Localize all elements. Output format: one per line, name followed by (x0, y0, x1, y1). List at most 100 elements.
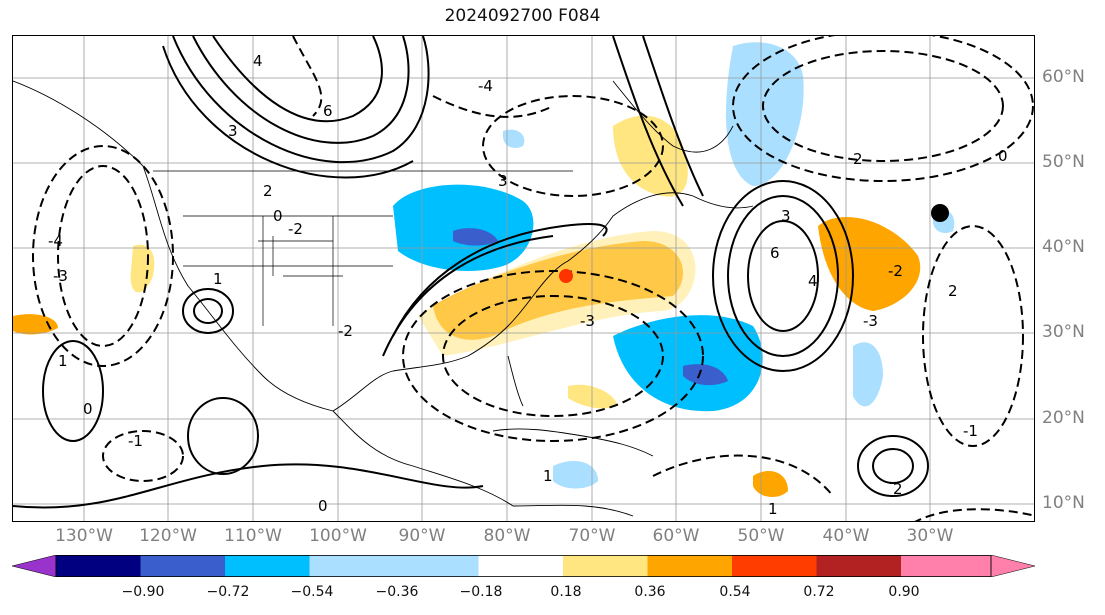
contour-label: 1 (213, 270, 223, 288)
contour-label: -2 (338, 322, 353, 340)
negative-anomaly-patch (503, 129, 525, 148)
colorbar-tick: 0.18 (550, 584, 582, 600)
contour-label: -3 (53, 267, 68, 285)
positive-contours (13, 36, 929, 509)
colorbar-tick: 0.90 (888, 584, 920, 600)
contour-label: -3 (580, 312, 595, 330)
longitude-labels: 130°W 120°W 110°W 100°W 90°W 80°W 70°W 6… (12, 526, 1035, 550)
colorbar-outline (55, 555, 992, 577)
contour-label: 2 (948, 282, 958, 300)
lat-label: 30°N (1042, 322, 1085, 342)
colorbar-segment-5 (394, 555, 479, 577)
coastlines (13, 80, 754, 517)
colorbar-segment-6 (478, 555, 563, 577)
negative-anomaly-region (393, 184, 534, 271)
colorbar-segment-0 (11, 554, 57, 578)
contour-label: 3 (781, 207, 791, 225)
colorbar-ticks: −0.90 −0.72 −0.54 −0.36 −0.18 0.18 0.36 … (12, 584, 1035, 606)
political-borders (153, 170, 573, 326)
negative-anomaly-core (453, 228, 498, 246)
latitude-labels: 60°N 50°N 40°N 30°N 20°N 10°N (1042, 35, 1102, 522)
lon-label: 80°W (483, 526, 531, 546)
lon-label: 120°W (139, 526, 197, 546)
contour-label: -2 (888, 262, 903, 280)
red-marker (559, 269, 573, 283)
lon-label: 110°W (224, 526, 282, 546)
contour-label: 4 (808, 272, 818, 290)
lon-label: 40°W (822, 526, 870, 546)
colorbar-segment-11 (901, 555, 991, 577)
colorbar-tick: −0.54 (290, 584, 334, 600)
negative-anomaly-region (725, 42, 804, 186)
lon-label: 60°W (652, 526, 700, 546)
contour-label: 2 (893, 480, 903, 498)
contour-label: 1 (543, 467, 553, 485)
lon-label: 90°W (398, 526, 446, 546)
lon-label: 70°W (568, 526, 616, 546)
colorbar-segment-12 (990, 554, 1036, 578)
colorbar-tick: −0.90 (121, 584, 165, 600)
contour-label: 0 (318, 497, 328, 515)
positive-anomaly-region (818, 217, 921, 311)
colorbar-tick: 0.36 (634, 584, 666, 600)
colorbar (11, 554, 1036, 578)
lon-label: 100°W (309, 526, 367, 546)
colorbar-segment-3 (225, 555, 310, 577)
colorbar-tick: −0.36 (375, 584, 419, 600)
contour-label: 3 (498, 172, 508, 190)
lat-label: 50°N (1042, 152, 1085, 172)
contour-label: 2 (853, 150, 863, 168)
contour-label: 2 (263, 182, 273, 200)
contour-label-group: 6 4 3 2 1 0 -1 -2 -3 -4 6 3 2 1 0 -2 -3 … (48, 52, 1008, 518)
colorbar-segment-8 (647, 555, 732, 577)
colorbar-svg (11, 554, 1036, 578)
lon-label: 50°W (737, 526, 785, 546)
contour-label: 1 (768, 500, 778, 518)
positive-anomaly-patch (753, 471, 788, 498)
map-panel: 6 4 3 2 1 0 -1 -2 -3 -4 6 3 2 1 0 -2 -3 … (12, 35, 1035, 522)
negative-anomaly-core (683, 364, 728, 386)
positive-anomaly-edge (418, 231, 696, 356)
map-title: 2024092700 F084 (444, 6, 601, 26)
lat-label: 20°N (1042, 408, 1085, 428)
contour-label: -1 (963, 422, 978, 440)
contour-label: 4 (253, 52, 263, 70)
positive-anomaly-patch (568, 384, 618, 409)
contour-label: -4 (48, 232, 63, 250)
colorbar-segment-10 (816, 555, 901, 577)
shading-layer (13, 42, 955, 498)
contour-label: -3 (863, 312, 878, 330)
contour-label: 0 (998, 147, 1008, 165)
colorbar-segment-7 (563, 555, 648, 577)
colorbar-tick: 0.72 (803, 584, 835, 600)
contour-label: 6 (770, 244, 780, 262)
colorbar-segment-4 (309, 555, 394, 577)
contour-label: 3 (228, 122, 238, 140)
black-marker (931, 204, 949, 222)
positive-anomaly-region (613, 115, 688, 197)
colorbar-segment-2 (140, 555, 225, 577)
contour-label: 1 (58, 352, 68, 370)
negative-contours (32, 36, 1034, 521)
negative-anomaly-patch (553, 461, 598, 489)
contour-label: -4 (478, 77, 493, 95)
negative-anomaly-region (613, 315, 763, 412)
negative-anomaly-patch (853, 342, 883, 407)
contour-label: 0 (83, 400, 93, 418)
positive-anomaly-patch (130, 244, 155, 293)
colorbar-tick: −0.72 (206, 584, 250, 600)
colorbar-segment-1 (56, 555, 141, 577)
colorbar-tick: −0.18 (459, 584, 503, 600)
lat-label: 60°N (1042, 67, 1085, 87)
contour-label: -2 (288, 220, 303, 238)
contour-label: 6 (323, 102, 333, 120)
colorbar-tick: 0.54 (719, 584, 751, 600)
lat-label: 40°N (1042, 237, 1085, 257)
lat-label: 10°N (1042, 493, 1085, 513)
contour-label: -1 (128, 432, 143, 450)
map-canvas: 6 4 3 2 1 0 -1 -2 -3 -4 6 3 2 1 0 -2 -3 … (13, 36, 1034, 521)
colorbar-segment-9 (732, 555, 817, 577)
contour-label: 0 (273, 207, 283, 225)
lon-label: 30°W (906, 526, 954, 546)
lon-label: 130°W (55, 526, 113, 546)
